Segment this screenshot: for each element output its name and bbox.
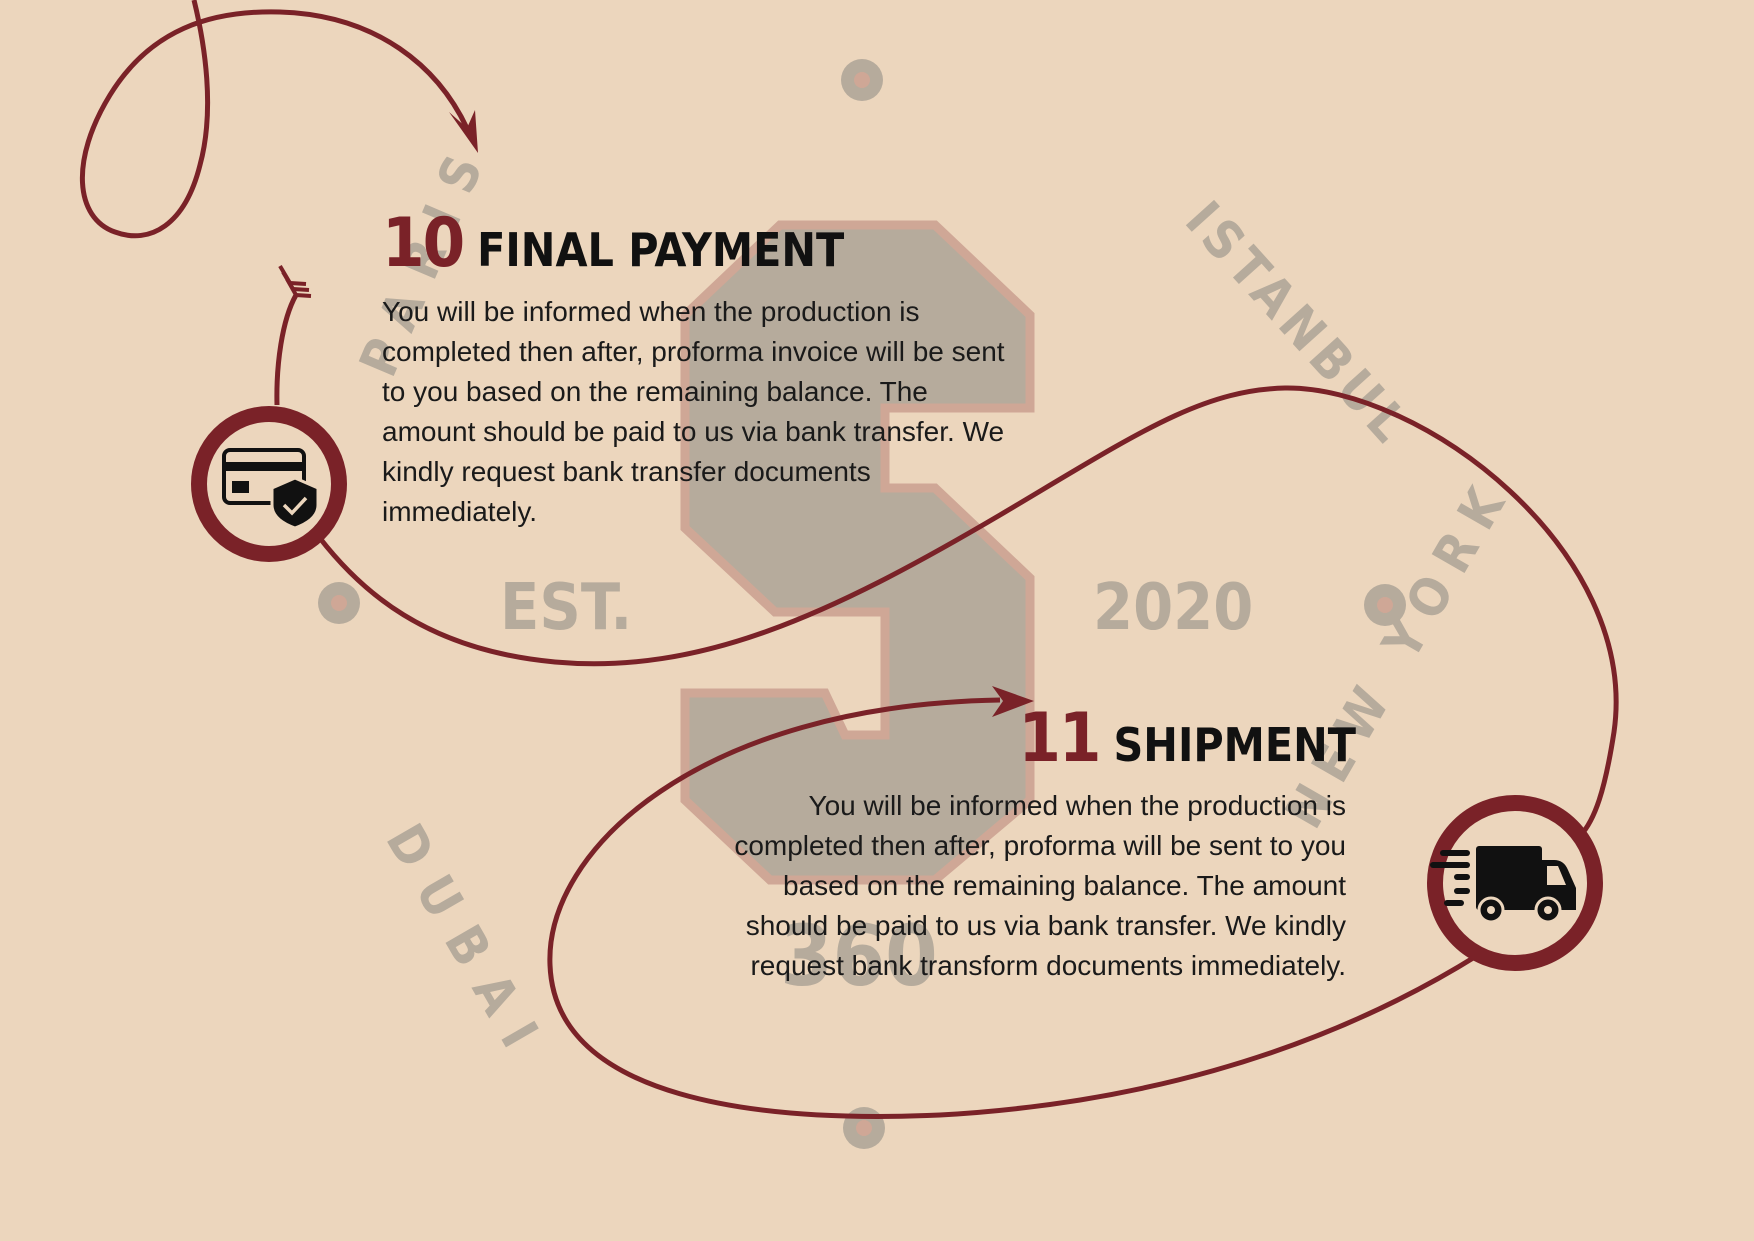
watermark-city-dubai: DUBAI [374,815,559,1075]
watermark-year: 2020 [1093,571,1253,645]
swoop-arrow-head [992,686,1034,717]
watermark-city-new-york: NEW YORK [1274,466,1524,838]
step-11-number: 11 [1018,699,1101,778]
step-10-line: amount should be paid to us via bank tra… [382,416,1005,447]
step-10-line: kindly request bank transfer documents [382,456,871,487]
step-11-description: You will be informed when the production… [734,786,1346,986]
step-10-line: to you based on the remaining balance. T… [382,376,928,407]
step-11-title: SHIPMENT [1113,718,1357,772]
step-10-heading: 10 FINAL PAYMENT [382,210,844,278]
fletched-arrow-shaft [274,293,299,406]
loop-arrow-head [449,110,478,153]
arrow-fletching [278,264,312,298]
swoop-path-upper [317,385,1619,838]
step-11-line: request bank transform documents immedia… [750,950,1346,981]
step-11-line: You will be informed when the production… [808,790,1346,821]
step-11-heading: 11 SHIPMENT [1018,705,1356,773]
step-10-title: FINAL PAYMENT [477,223,845,277]
watermark-city-istanbul: ISTANBUL [1173,191,1422,458]
shipment-icon-badge [1427,795,1603,971]
step-10-line: completed then after, proforma invoice w… [382,336,1005,367]
step-10-description: You will be informed when the production… [382,292,1005,532]
watermark-center-word: 360 [780,907,938,1005]
step-10-line: You will be informed when the production… [382,296,920,327]
step-11-line: completed then after, proforma will be s… [734,830,1346,861]
step-11-line: should be paid to us via bank transfer. … [745,910,1346,941]
delivery-truck-icon [1430,846,1576,924]
swoop-path-lower [547,697,1480,1119]
credit-card-shield-icon [222,448,320,530]
payment-icon-badge [191,406,347,562]
step-10-line: immediately. [382,496,538,527]
step-10-number: 10 [382,204,465,283]
loop-arrow-path [80,0,473,239]
watermark-est: EST. [500,571,632,645]
step-11-line: based on the remaining balance. The amou… [783,870,1346,901]
